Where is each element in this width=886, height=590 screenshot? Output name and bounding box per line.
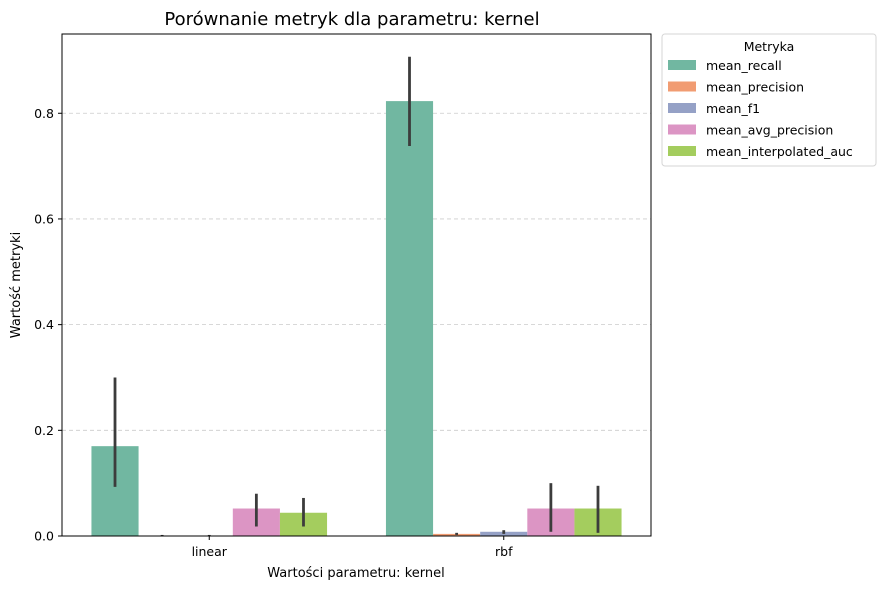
- error-bars: [113, 56, 600, 536]
- bar: [385, 101, 434, 537]
- y-tick-label: 0.6: [34, 211, 54, 226]
- grid: [62, 112, 651, 431]
- x-axis: linear rbf: [192, 536, 513, 559]
- x-axis-label: Wartości parametru: kernel: [267, 566, 444, 581]
- y-tick-label: 0.4: [34, 317, 54, 332]
- legend-label: mean_precision: [706, 80, 804, 95]
- legend-swatch: [668, 81, 696, 92]
- plot-frame: [61, 33, 652, 537]
- legend-label: mean_recall: [706, 58, 782, 73]
- y-tick-label: 0.8: [34, 106, 54, 121]
- legend-title: Metryka: [744, 39, 795, 54]
- legend-items: mean_recall mean_precision mean_f1 mean_avg…: [668, 58, 853, 159]
- y-tick-label: 0.2: [34, 423, 54, 438]
- y-axis-label: Wartość metryki: [9, 232, 24, 338]
- legend: Metryka mean_recall mean_precision mean_f1…: [661, 33, 877, 167]
- x-tick-label: rbf: [495, 544, 513, 559]
- x-tick-label: linear: [192, 544, 228, 559]
- bars: [91, 101, 622, 537]
- legend-swatch: [668, 103, 696, 113]
- bar: [480, 531, 528, 536]
- legend-label: mean_avg_precision: [706, 123, 833, 138]
- legend-label: mean_interpolated_auc: [706, 144, 853, 159]
- legend-swatch: [668, 124, 696, 135]
- legend-label: mean_f1: [706, 101, 760, 116]
- legend-swatch: [668, 60, 696, 70]
- y-tick-label: 0.0: [34, 529, 54, 544]
- chart-title: Porównanie metryk dla parametru: kernel: [164, 9, 539, 30]
- legend-frame: [661, 33, 877, 167]
- y-axis: 0.0 0.2 0.4 0.6 0.8: [34, 106, 62, 544]
- legend-swatch: [668, 146, 696, 156]
